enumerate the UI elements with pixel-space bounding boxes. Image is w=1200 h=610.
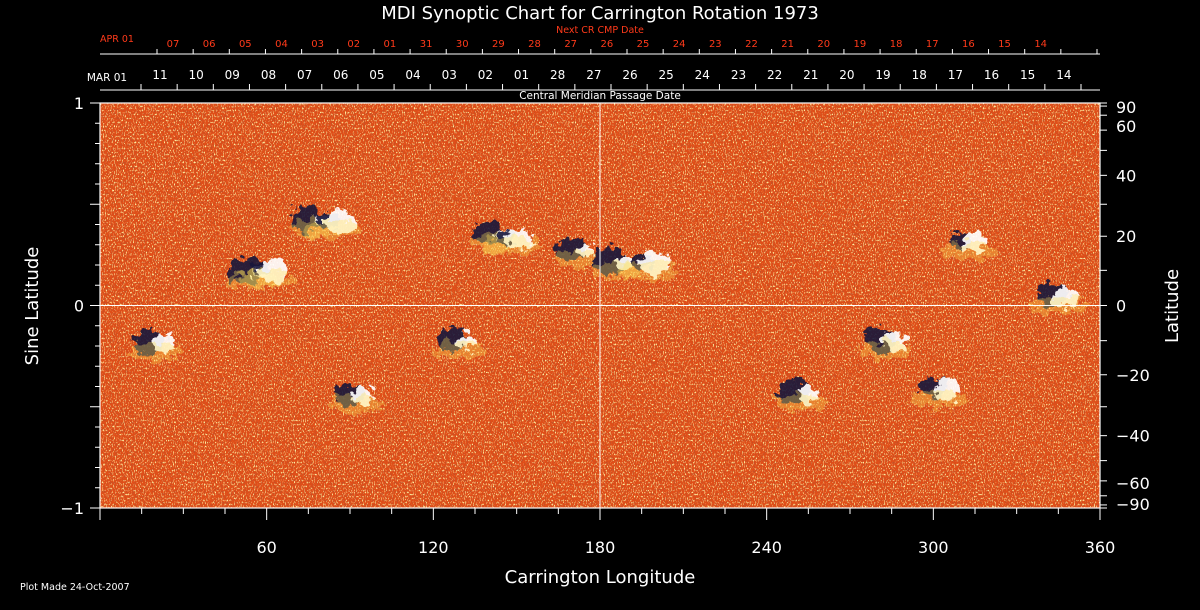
x-tick-label: 240 xyxy=(751,538,782,557)
y-right-tick-label: −90 xyxy=(1116,495,1150,514)
cmp-date-label: 19 xyxy=(875,68,890,82)
y-right-tick-label: 90 xyxy=(1116,98,1136,117)
cmp-date-label: 05 xyxy=(369,68,384,82)
next-cr-date-label: 19 xyxy=(854,39,867,50)
next-cr-date-label: 25 xyxy=(637,39,650,50)
next-cr-date-label: 30 xyxy=(456,39,469,50)
cmp-date-label: 18 xyxy=(912,68,927,82)
cmp-date-label: 24 xyxy=(695,68,710,82)
next-cr-date-label: 02 xyxy=(347,39,360,50)
x-axis: 60 120 180 240 300 360 xyxy=(99,508,1116,557)
plage-region xyxy=(236,270,297,289)
next-cr-date-label: 16 xyxy=(962,39,975,50)
cmp-date-label: 27 xyxy=(586,68,601,82)
cmp-date-label: 14 xyxy=(1056,68,1071,82)
cmp-date-label: 11 xyxy=(152,68,167,82)
next-cr-date-label: 07 xyxy=(167,39,180,50)
cmp-axis-title: Central Meridian Passage Date xyxy=(519,90,681,102)
plage-region xyxy=(554,249,602,268)
next-cr-date-label: 18 xyxy=(890,39,903,50)
x-tick-label: 120 xyxy=(418,538,449,557)
plage-region xyxy=(482,237,540,256)
x-tick-label: 60 xyxy=(256,538,276,557)
next-cr-date-label: 26 xyxy=(600,39,613,50)
next-cr-date-label: 22 xyxy=(745,39,758,50)
next-cr-date-label: 17 xyxy=(926,39,939,50)
next-cr-date-label: 05 xyxy=(239,39,252,50)
next-cr-date-label: 21 xyxy=(781,39,794,50)
x-axis-label: Carrington Longitude xyxy=(505,567,696,588)
plot-made-note: Plot Made 24-Oct-2007 xyxy=(20,582,130,593)
cmp-date-label: 15 xyxy=(1020,68,1035,82)
plage-region xyxy=(774,393,826,412)
x-tick-label: 180 xyxy=(585,538,616,557)
cmp-date-label: 08 xyxy=(261,68,276,82)
next-cr-date-label: 03 xyxy=(311,39,324,50)
cmp-date-label: 09 xyxy=(225,68,240,82)
y-axis-left: 1 0 −1 xyxy=(60,94,100,518)
next-cr-date-label: 14 xyxy=(1034,39,1047,50)
cmp-date-axis: MAR 01 11 10 09 08 07 06 05 04 03 02 01 28 27 26 25 24 23… xyxy=(87,68,1082,90)
cmp-date-label: 25 xyxy=(659,68,674,82)
y-right-tick-label: −40 xyxy=(1116,427,1150,446)
next-cr-axis: APR 01 07 06 05 04 03 02 01 31 30 29 28 27 26 25 24 23 22… xyxy=(100,34,1098,54)
y-right-tick-label: −20 xyxy=(1116,366,1150,385)
y-right-tick-label: 60 xyxy=(1116,117,1136,136)
y-left-tick-label: −1 xyxy=(60,499,84,518)
cmp-date-label: 17 xyxy=(948,68,963,82)
cmp-date-label: 16 xyxy=(984,68,999,82)
cmp-date-label: 02 xyxy=(478,68,493,82)
next-cr-date-label: 23 xyxy=(709,39,722,50)
y-right-tick-label: −60 xyxy=(1116,474,1150,493)
cmp-date-label: 04 xyxy=(405,68,420,82)
cmp-date-label: 03 xyxy=(442,68,457,82)
cmp-date-label: 23 xyxy=(731,68,746,82)
next-cr-date-label: 04 xyxy=(275,39,288,50)
next-cr-date-label: 27 xyxy=(564,39,577,50)
grid-lines xyxy=(100,103,1100,508)
next-cr-first-label: APR 01 xyxy=(100,34,134,45)
y-axis-left-label: Sine Latitude xyxy=(22,247,43,366)
x-tick-label: 360 xyxy=(1085,538,1116,557)
next-cr-date-label: 29 xyxy=(492,39,505,50)
plage-region xyxy=(128,342,183,361)
next-cr-date-label: 28 xyxy=(528,39,541,50)
cmp-date-label: 20 xyxy=(839,68,854,82)
magnetogram-field xyxy=(100,103,1100,508)
plage-region xyxy=(432,340,485,359)
chart-title: MDI Synoptic Chart for Carrington Rotati… xyxy=(381,3,819,24)
plage-region xyxy=(910,389,968,408)
cmp-date-label: 10 xyxy=(189,68,204,82)
y-axis-right-label: Latitude xyxy=(1162,269,1183,343)
next-cr-date-label: 06 xyxy=(203,39,216,50)
cmp-date-label: 26 xyxy=(622,68,637,82)
next-cr-date-label: 01 xyxy=(384,39,397,50)
cmp-date-label: 01 xyxy=(514,68,529,82)
cmp-date-label: 28 xyxy=(550,68,565,82)
y-left-tick-label: 0 xyxy=(74,297,84,316)
next-cr-date-label: 24 xyxy=(673,39,686,50)
plage-region xyxy=(858,340,914,359)
cmp-date-label: 22 xyxy=(767,68,782,82)
y-right-tick-label: 20 xyxy=(1116,227,1136,246)
plage-region xyxy=(303,221,364,240)
plage-region xyxy=(327,395,384,414)
cmp-date-label: 06 xyxy=(333,68,348,82)
plage-region xyxy=(617,261,678,280)
next-cr-date-label: 31 xyxy=(420,39,433,50)
y-right-tick-label: 0 xyxy=(1116,297,1126,316)
next-cr-axis-title: Next CR CMP Date xyxy=(556,25,644,36)
next-cr-date-label: 20 xyxy=(817,39,830,50)
x-tick-label: 300 xyxy=(918,538,949,557)
y-right-tick-label: 40 xyxy=(1116,166,1136,185)
plage-region xyxy=(939,241,995,260)
y-left-tick-label: 1 xyxy=(74,94,84,113)
next-cr-date-label: 15 xyxy=(998,39,1011,50)
cmp-date-label: 07 xyxy=(297,68,312,82)
cmp-first-label: MAR 01 xyxy=(87,72,127,84)
cmp-date-label: 21 xyxy=(803,68,818,82)
